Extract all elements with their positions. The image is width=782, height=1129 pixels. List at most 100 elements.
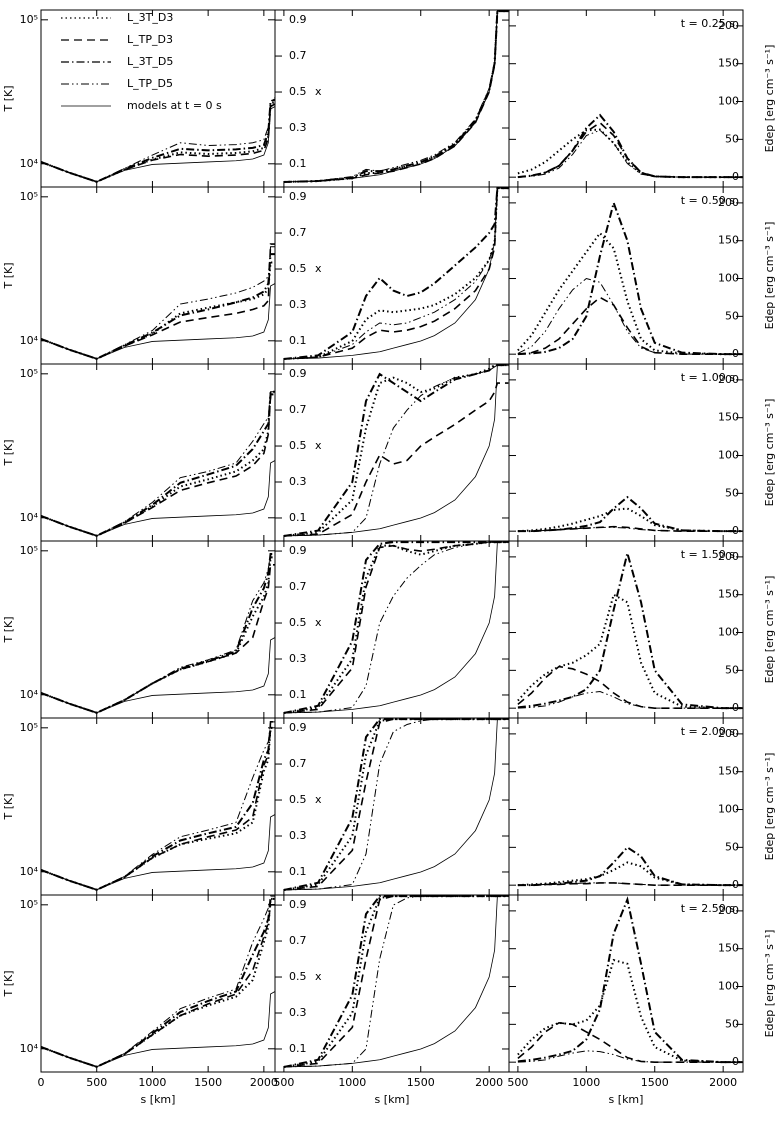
x-tick-label: 1500 <box>407 1076 435 1089</box>
y-tick-label: 10⁵ <box>20 721 38 734</box>
y-tick-label: 50 <box>725 1017 739 1030</box>
y-tick-label: 0.3 <box>289 298 307 311</box>
y-tick-label: 0.7 <box>289 934 307 947</box>
y-tick-label: 0.1 <box>289 334 307 347</box>
legend-label: L_3T_D3 <box>127 11 173 24</box>
panel-frame <box>274 363 510 542</box>
y-tick-label: 100 <box>718 449 739 462</box>
y-tick-label: 0.1 <box>289 157 307 170</box>
y-tick-label: 0.9 <box>289 367 307 380</box>
series-line <box>40 726 275 891</box>
y-tick-label: 0.5 <box>289 970 307 983</box>
y-axis-label: T [K] <box>2 85 15 112</box>
series-line <box>283 187 509 360</box>
y-tick-label: 50 <box>725 663 739 676</box>
y-axis-label: x <box>315 85 322 98</box>
y-tick-label: 50 <box>725 840 739 853</box>
legend-label: models at t = 0 s <box>127 99 222 112</box>
series-line <box>517 593 743 710</box>
series-line <box>40 253 275 360</box>
panel-frame <box>274 9 510 188</box>
y-axis-label: Edep [erg cm⁻³ s⁻¹] <box>763 45 776 153</box>
y-tick-label: 0.9 <box>289 898 307 911</box>
series-line <box>283 364 509 537</box>
series-line <box>40 721 275 891</box>
y-tick-label: 100 <box>718 980 739 993</box>
x-tick-label: 1000 <box>572 1076 600 1089</box>
time-annotation: t = 0.50 s <box>681 194 736 207</box>
series-line <box>283 187 509 360</box>
y-tick-label: 0 <box>732 878 739 891</box>
y-tick-label: 10⁴ <box>20 865 39 878</box>
y-tick-label: 0.5 <box>289 85 307 98</box>
y-tick-label: 100 <box>718 626 739 639</box>
y-tick-label: 10⁴ <box>20 334 39 347</box>
series-line <box>517 113 743 179</box>
panel-frame <box>508 186 744 365</box>
y-tick-label: 0.9 <box>289 13 307 26</box>
panel-frame <box>508 717 744 896</box>
series-line <box>283 187 509 360</box>
series-line <box>283 895 509 1068</box>
y-axis-label: x <box>315 262 322 275</box>
y-tick-label: 200 <box>718 904 739 917</box>
y-axis-label: Edep [erg cm⁻³ s⁻¹] <box>763 576 776 684</box>
series-line <box>40 106 276 183</box>
y-tick-label: 150 <box>718 411 739 424</box>
y-axis-label: T [K] <box>2 262 15 289</box>
y-tick-label: 0.3 <box>289 121 307 134</box>
series-line <box>40 283 276 360</box>
series-line <box>40 103 276 183</box>
y-tick-label: 10⁵ <box>20 190 38 203</box>
panel-frame <box>274 186 510 365</box>
series-line <box>283 541 509 714</box>
series-line <box>283 541 509 714</box>
time-annotation: t = 2.50 s <box>681 902 736 915</box>
series-line <box>283 364 509 537</box>
y-tick-label: 0.7 <box>289 580 307 593</box>
series-line <box>517 896 743 1064</box>
y-tick-label: 0.7 <box>289 49 307 62</box>
series-line <box>40 991 276 1068</box>
y-tick-label: 50 <box>725 132 739 145</box>
y-tick-label: 150 <box>718 57 739 70</box>
y-tick-label: 10⁵ <box>20 544 38 557</box>
series-line <box>283 382 509 537</box>
y-axis-label: x <box>315 970 322 983</box>
x-tick-label: 500 <box>86 1076 107 1089</box>
y-tick-label: 200 <box>718 19 739 32</box>
series-line <box>40 460 276 537</box>
y-tick-label: 0.9 <box>289 544 307 557</box>
y-tick-label: 0.5 <box>289 439 307 452</box>
y-tick-label: 200 <box>718 727 739 740</box>
y-tick-label: 10⁴ <box>20 157 39 170</box>
series-line <box>283 10 509 183</box>
y-axis-label: T [K] <box>2 970 15 997</box>
series-line <box>40 726 275 891</box>
series-line <box>517 121 743 178</box>
series-line <box>517 296 743 355</box>
y-tick-label: 0.1 <box>289 1042 307 1055</box>
series-line <box>283 364 509 537</box>
y-axis-label: Edep [erg cm⁻³ s⁻¹] <box>763 753 776 861</box>
y-tick-label: 100 <box>718 272 739 285</box>
y-tick-label: 0.7 <box>289 403 307 416</box>
series-line <box>517 199 743 356</box>
series-line <box>517 1050 743 1063</box>
y-tick-label: 10⁴ <box>20 511 39 524</box>
series-line <box>40 721 275 891</box>
series-line <box>283 10 509 183</box>
y-tick-label: 150 <box>718 942 739 955</box>
series-line <box>40 246 275 360</box>
y-tick-label: 200 <box>718 373 739 386</box>
y-tick-label: 100 <box>718 95 739 108</box>
x-tick-label: 1000 <box>338 1076 366 1089</box>
panel-frame <box>508 894 744 1073</box>
y-tick-label: 200 <box>718 550 739 563</box>
y-axis-label: Edep [erg cm⁻³ s⁻¹] <box>763 399 776 507</box>
time-annotation: t = 2.00 s <box>681 725 736 738</box>
time-annotation: t = 1.50 s <box>681 548 736 561</box>
series-line <box>40 100 276 183</box>
y-tick-label: 10⁵ <box>20 13 38 26</box>
series-line <box>517 882 743 886</box>
